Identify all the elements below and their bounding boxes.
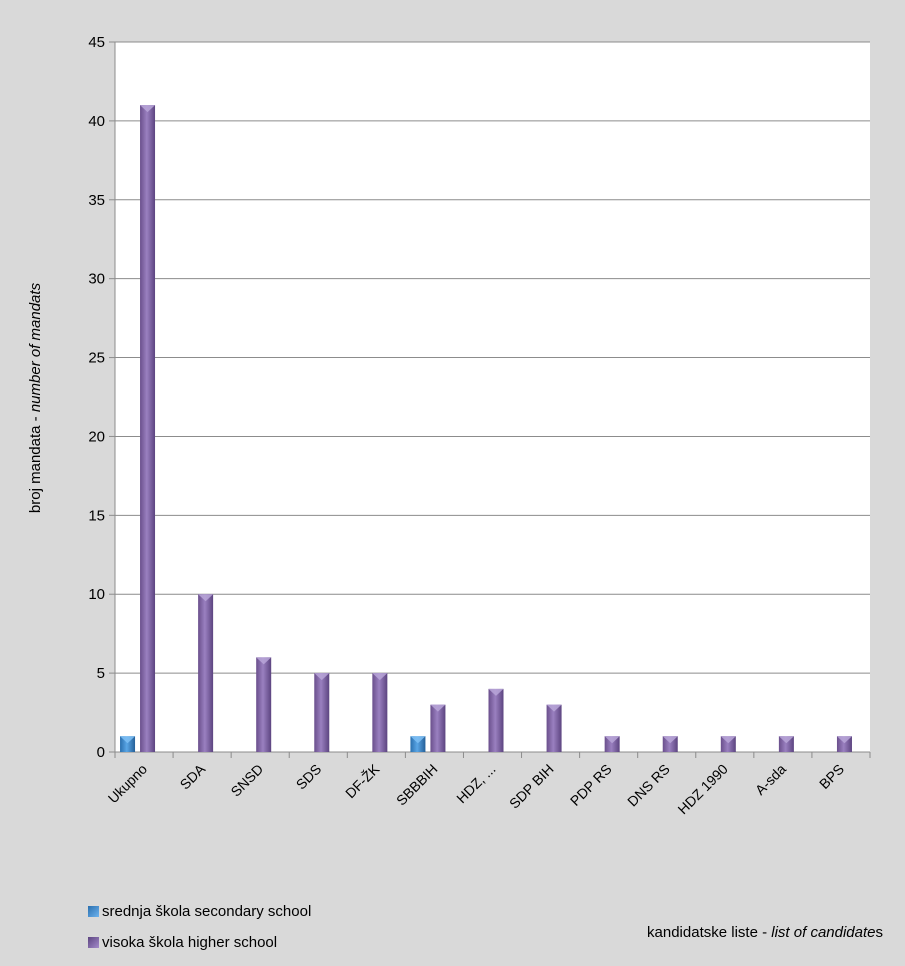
legend-swatch-higher <box>88 937 99 948</box>
y-tick-label: 45 <box>88 34 105 51</box>
bar-cap <box>140 105 156 113</box>
legend-item-secondary: srednja škola secondary school <box>88 903 311 920</box>
bar-higher-school <box>372 673 388 752</box>
y-tick-labels: 0 5 10 15 20 25 30 35 40 45 <box>88 34 105 761</box>
bar-cap <box>604 736 620 744</box>
bar-higher-school <box>140 105 156 753</box>
x-axis-label: kandidatske liste - list of candidates <box>647 924 883 941</box>
y-tick-label: 10 <box>88 586 105 603</box>
y-tick-label: 35 <box>88 192 105 209</box>
x-tick-label: DF-ŽK <box>342 760 383 801</box>
x-tick-label: HDZ, ... <box>453 761 498 806</box>
bar-secondary-school <box>410 736 426 752</box>
bar-cap <box>488 688 504 696</box>
x-tick-label: SDP BIH <box>506 761 557 812</box>
bar-cap <box>372 673 388 681</box>
x-tick-label: SNSD <box>227 761 266 800</box>
bar-cap <box>120 736 136 744</box>
x-tick-label: BPS <box>816 761 847 792</box>
bar-higher-school <box>198 594 214 752</box>
x-tick-label: DNS RS <box>624 761 673 810</box>
bar-higher-school <box>256 657 272 752</box>
legend-swatch-secondary <box>88 906 99 917</box>
bar-cap <box>778 736 794 744</box>
bar-higher-school <box>314 673 330 752</box>
x-tick-label: SDS <box>293 761 325 793</box>
legend-item-higher: visoka škola higher school <box>88 934 277 951</box>
y-axis-label: broj mandata - number of mandats <box>27 282 44 513</box>
y-tick-label: 30 <box>88 271 105 288</box>
bar-higher-school <box>778 736 794 752</box>
bar-cap <box>410 736 426 744</box>
legend-label-higher: visoka škola higher school <box>102 934 278 951</box>
y-tick-label: 15 <box>88 507 105 524</box>
bar-cap <box>256 657 272 665</box>
bar-higher-school <box>604 736 620 752</box>
x-tick-label: HDZ 1990 <box>674 761 731 818</box>
bar-cap <box>662 736 678 744</box>
bar-higher-school <box>662 736 678 752</box>
plot-area <box>115 42 870 752</box>
bar-higher-school <box>488 688 504 752</box>
y-tick-label: 20 <box>88 428 105 445</box>
bar-cap <box>720 736 736 744</box>
bar-cap <box>546 704 562 712</box>
x-tick-labels: Ukupno SDA SNSD SDS DF-ŽK SBBBIH HDZ, ... SDP B… <box>105 760 847 817</box>
x-tick-label: Ukupno <box>105 761 151 807</box>
x-tick-label: A-sda <box>752 761 789 798</box>
bars <box>120 105 852 753</box>
x-tick-label: SDA <box>177 760 209 792</box>
y-tick-label: 40 <box>88 113 105 130</box>
bar-cap <box>314 673 330 681</box>
y-tick-label: 5 <box>97 665 105 682</box>
x-tick-label: PDP RS <box>567 761 615 809</box>
y-tick-label: 25 <box>88 350 105 367</box>
gridlines <box>115 41 870 674</box>
bar-higher-school <box>720 736 736 752</box>
legend-label-secondary: srednja škola secondary school <box>102 903 312 920</box>
bar-cap <box>430 704 446 712</box>
x-tick-label: SBBBIH <box>393 761 441 809</box>
bar-cap <box>198 594 214 602</box>
bar-higher-school <box>836 736 852 752</box>
bar-secondary-school <box>120 736 136 752</box>
bar-cap <box>836 736 852 744</box>
bar-higher-school <box>430 704 446 752</box>
bar-higher-school <box>546 704 562 752</box>
y-tick-label: 0 <box>97 744 105 761</box>
